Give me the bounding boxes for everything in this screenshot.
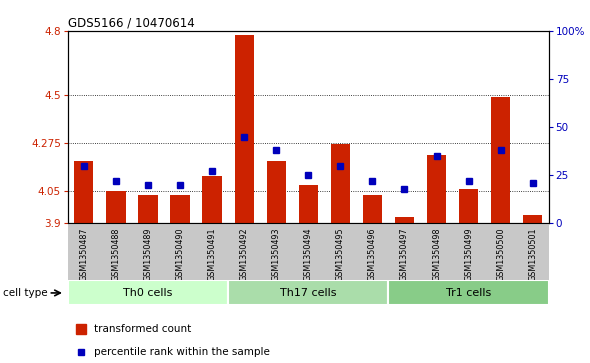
Text: GSM1350498: GSM1350498 (432, 228, 441, 281)
Bar (139, 195, 158, 223)
Text: GSM1350500: GSM1350500 (496, 228, 505, 281)
Text: GSM1350496: GSM1350496 (368, 228, 377, 281)
Text: GSM1350493: GSM1350493 (272, 228, 281, 281)
Text: GSM1350497: GSM1350497 (400, 228, 409, 281)
Text: transformed count: transformed count (94, 323, 192, 334)
Text: GSM1350499: GSM1350499 (464, 228, 473, 281)
Bar (388, 280, 549, 305)
Bar (491, 97, 510, 223)
Bar (395, 217, 414, 223)
Text: Th17 cells: Th17 cells (280, 287, 336, 298)
Bar (171, 195, 189, 223)
Text: GSM1350487: GSM1350487 (80, 228, 88, 281)
Bar (202, 176, 222, 223)
Bar (427, 155, 446, 223)
Text: Th0 cells: Th0 cells (123, 287, 173, 298)
Bar (235, 35, 254, 223)
Text: GDS5166 / 10470614: GDS5166 / 10470614 (68, 17, 195, 30)
Bar (68, 280, 228, 305)
Text: GSM1350491: GSM1350491 (208, 228, 217, 281)
Bar (106, 191, 126, 223)
Text: cell type: cell type (3, 287, 48, 298)
Text: GSM1350494: GSM1350494 (304, 228, 313, 281)
Text: GSM1350495: GSM1350495 (336, 228, 345, 281)
Bar (331, 144, 350, 223)
Bar (267, 161, 286, 223)
Bar (228, 280, 388, 305)
Text: GSM1350501: GSM1350501 (528, 228, 537, 281)
Bar (299, 185, 318, 223)
Bar (523, 215, 542, 223)
Text: GSM1350490: GSM1350490 (176, 228, 185, 281)
Text: GSM1350488: GSM1350488 (112, 228, 120, 281)
Bar (363, 195, 382, 223)
Bar (459, 189, 478, 223)
Text: GSM1350489: GSM1350489 (143, 228, 152, 281)
Text: Tr1 cells: Tr1 cells (446, 287, 491, 298)
Bar (74, 161, 93, 223)
Text: percentile rank within the sample: percentile rank within the sample (94, 347, 270, 357)
Text: GSM1350492: GSM1350492 (240, 228, 248, 281)
